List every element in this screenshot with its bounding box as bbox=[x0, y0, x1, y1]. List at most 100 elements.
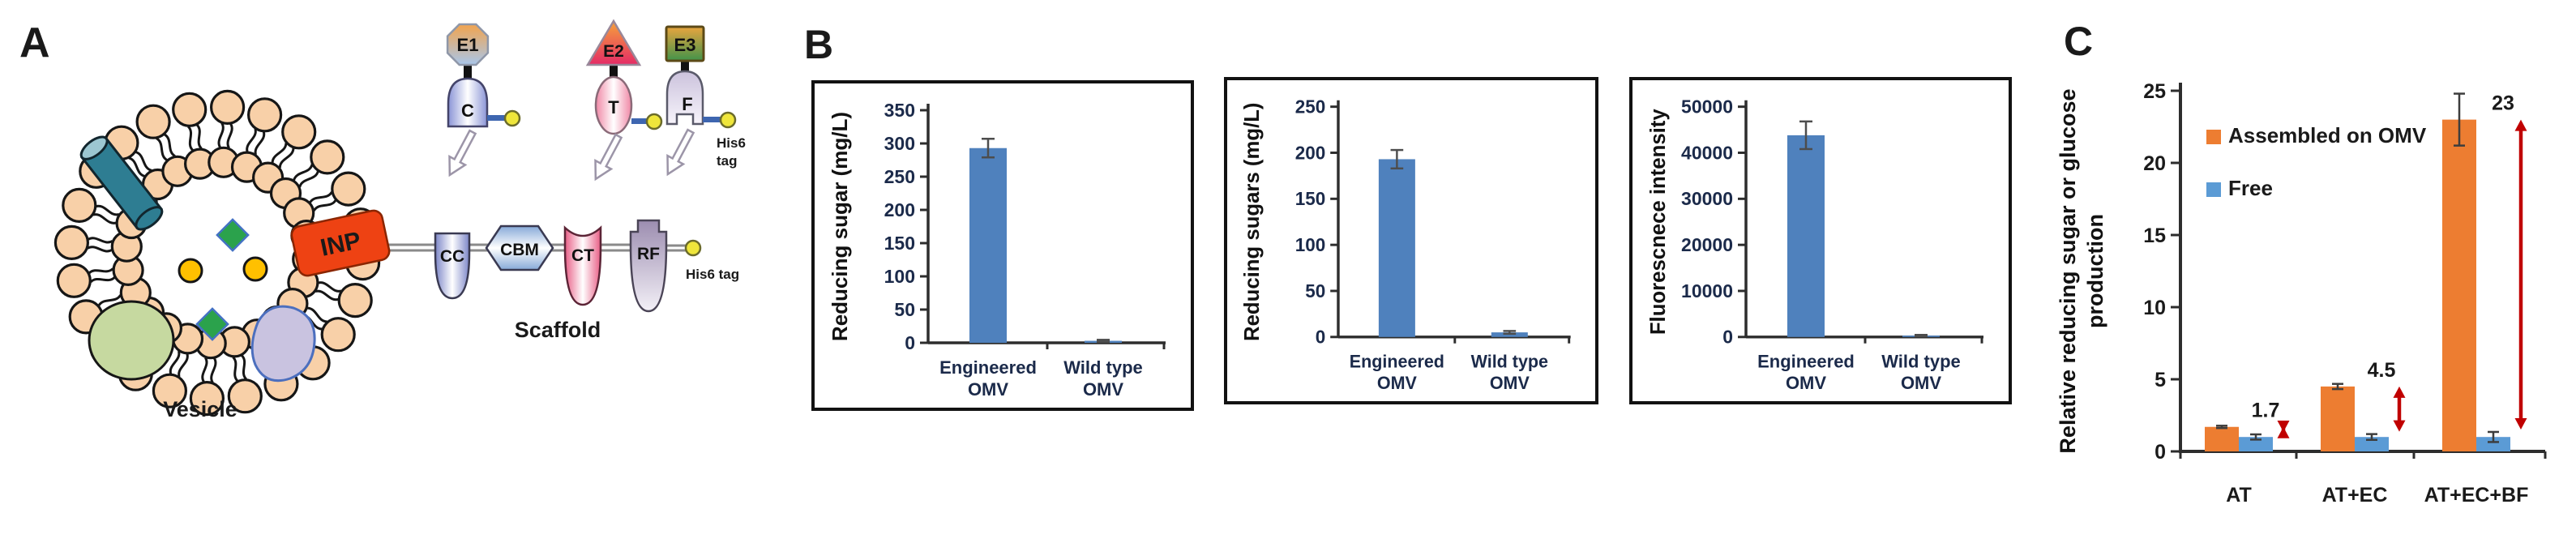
lipid-tail bbox=[232, 356, 239, 383]
dock-arrow-icon bbox=[440, 126, 481, 181]
lipid-tail bbox=[178, 353, 189, 378]
x-category-label: Wild type OMV bbox=[1881, 352, 1961, 394]
enzyme-stem bbox=[610, 63, 618, 78]
lipid-head bbox=[247, 97, 283, 133]
lipid-tail bbox=[96, 204, 120, 216]
y-tick-label: 10000 bbox=[1681, 280, 1733, 301]
his6-stick bbox=[487, 115, 507, 121]
fold-arrow bbox=[2277, 420, 2290, 438]
lipid-tail bbox=[226, 123, 233, 149]
e1-octagon bbox=[446, 23, 490, 66]
bar-at-assembled bbox=[2205, 426, 2239, 451]
lipid-tail bbox=[97, 294, 122, 307]
lipid-tail bbox=[92, 213, 117, 224]
scaffold-domain-cc bbox=[434, 232, 471, 300]
scaffold-caption: Scaffold bbox=[515, 318, 601, 342]
lipid-tail bbox=[195, 123, 203, 150]
e1-label: E1 bbox=[457, 35, 479, 55]
error-bar bbox=[2454, 92, 2465, 147]
c-adapter-label: C bbox=[461, 100, 474, 121]
error-bar bbox=[2332, 383, 2343, 391]
x-category-label: Wild type OMV bbox=[1063, 357, 1143, 400]
cargo-diamond bbox=[216, 218, 250, 252]
fold-arrow bbox=[2393, 386, 2406, 432]
error-bar bbox=[1915, 334, 1928, 338]
membrane-protein-cylinder bbox=[79, 135, 164, 231]
lipid-tail bbox=[169, 350, 181, 374]
cargo-dot bbox=[178, 258, 203, 284]
bar-engineered-omv bbox=[1378, 159, 1415, 337]
enzyme-stem bbox=[464, 63, 472, 81]
e3-label: E3 bbox=[674, 35, 696, 55]
y-tick-label: 250 bbox=[884, 166, 915, 187]
x-category-label: Engineered OMV bbox=[1757, 352, 1855, 394]
y-tick-label: 100 bbox=[1295, 235, 1326, 255]
lipid-tail bbox=[278, 147, 295, 169]
lipid-tail bbox=[271, 143, 288, 164]
enzyme-unit-e1: E1 C bbox=[440, 23, 521, 181]
y-axis-title: Reducing sugars (mg/L) bbox=[1241, 103, 1264, 341]
bar-at-ec-bf-free bbox=[2476, 437, 2510, 451]
lipid-tail bbox=[186, 125, 194, 152]
bar-at-ec-bf-assembled bbox=[2442, 119, 2476, 451]
lipid-head bbox=[281, 114, 317, 150]
panel-a-label: A bbox=[19, 19, 50, 66]
enzyme-stem bbox=[681, 59, 689, 74]
fold-annotation: 1.7 bbox=[2252, 400, 2280, 422]
his6-tag-ball bbox=[645, 113, 663, 130]
y-tick-label: 0 bbox=[1722, 327, 1733, 348]
inp-anchor: INP bbox=[290, 209, 391, 277]
fold-arrow bbox=[2514, 119, 2527, 430]
lipid-head bbox=[56, 263, 92, 298]
lipid-head bbox=[337, 283, 373, 318]
lipid-tail bbox=[89, 276, 116, 284]
chart-box-fluorescence: Fluorescnece intensity 0 10000 20000 30000 40… bbox=[1629, 77, 2012, 404]
error-bar bbox=[2488, 430, 2499, 443]
lipid-head bbox=[310, 139, 345, 175]
scaffold-linker-lines bbox=[384, 243, 686, 252]
lipid-tail bbox=[217, 122, 225, 148]
y-tick-label: 15 bbox=[2143, 224, 2166, 247]
error-bar bbox=[1390, 148, 1404, 170]
enzyme-unit-e2: E2 T bbox=[585, 19, 663, 185]
lipid-tail bbox=[201, 357, 208, 383]
his6-tag-label: His6 tag bbox=[686, 267, 739, 282]
his6-tag-label-line2: tag bbox=[717, 153, 738, 169]
y-tick-label: 200 bbox=[1295, 143, 1326, 163]
error-bar bbox=[2366, 433, 2377, 442]
lipid-tail bbox=[312, 199, 337, 212]
lipid-tail bbox=[163, 133, 176, 158]
vesicle-caption: Vesicle bbox=[163, 397, 237, 421]
bar-engineered-omv bbox=[969, 147, 1007, 343]
e3-square bbox=[665, 25, 705, 62]
cargo-dot bbox=[242, 256, 268, 282]
lipid-tail bbox=[293, 164, 314, 182]
y-tick-label: 0 bbox=[1316, 327, 1326, 348]
his6-tag-ball bbox=[719, 111, 737, 129]
e2-label: E2 bbox=[603, 42, 624, 61]
bar-engineered-omv bbox=[1787, 135, 1825, 337]
chart-box-reducing-sugar: Reducing sugar (mg/L) 0 50 100 150 200 250 300 3… bbox=[811, 80, 1194, 411]
lipid-tail bbox=[135, 151, 152, 172]
lipid-tail bbox=[241, 354, 248, 381]
y-tick-label: 10 bbox=[2143, 297, 2166, 319]
panel-b-label: B bbox=[804, 22, 834, 67]
lipid-tail bbox=[88, 237, 113, 244]
y-axis-title: Fluorescnece intensity bbox=[1647, 109, 1670, 335]
lipid-tail bbox=[315, 289, 339, 301]
f-adapter-arch bbox=[665, 70, 704, 126]
chart-box-reducing-sugars: Reducing sugars (mg/L) 0 50 100 150 200 250 Eng… bbox=[1224, 77, 1598, 404]
y-tick-label: 40000 bbox=[1681, 143, 1733, 164]
y-tick-label: 350 bbox=[884, 100, 915, 121]
error-bar bbox=[1097, 339, 1110, 344]
panel-c-chart: C Relative reducing sugar or glucose prod… bbox=[2056, 19, 2547, 507]
his6-stick bbox=[631, 118, 649, 124]
y-tick-label: 30000 bbox=[1681, 188, 1733, 209]
cargo-diamond bbox=[195, 307, 229, 341]
legend-label: Assembled on OMV bbox=[2228, 123, 2427, 147]
rf-label: RF bbox=[637, 245, 660, 263]
panel-a-diagram: A INP bbox=[19, 19, 746, 421]
y-tick-label: 25 bbox=[2143, 80, 2166, 103]
lipid-tail bbox=[87, 246, 113, 253]
ct-label: CT bbox=[571, 246, 594, 265]
